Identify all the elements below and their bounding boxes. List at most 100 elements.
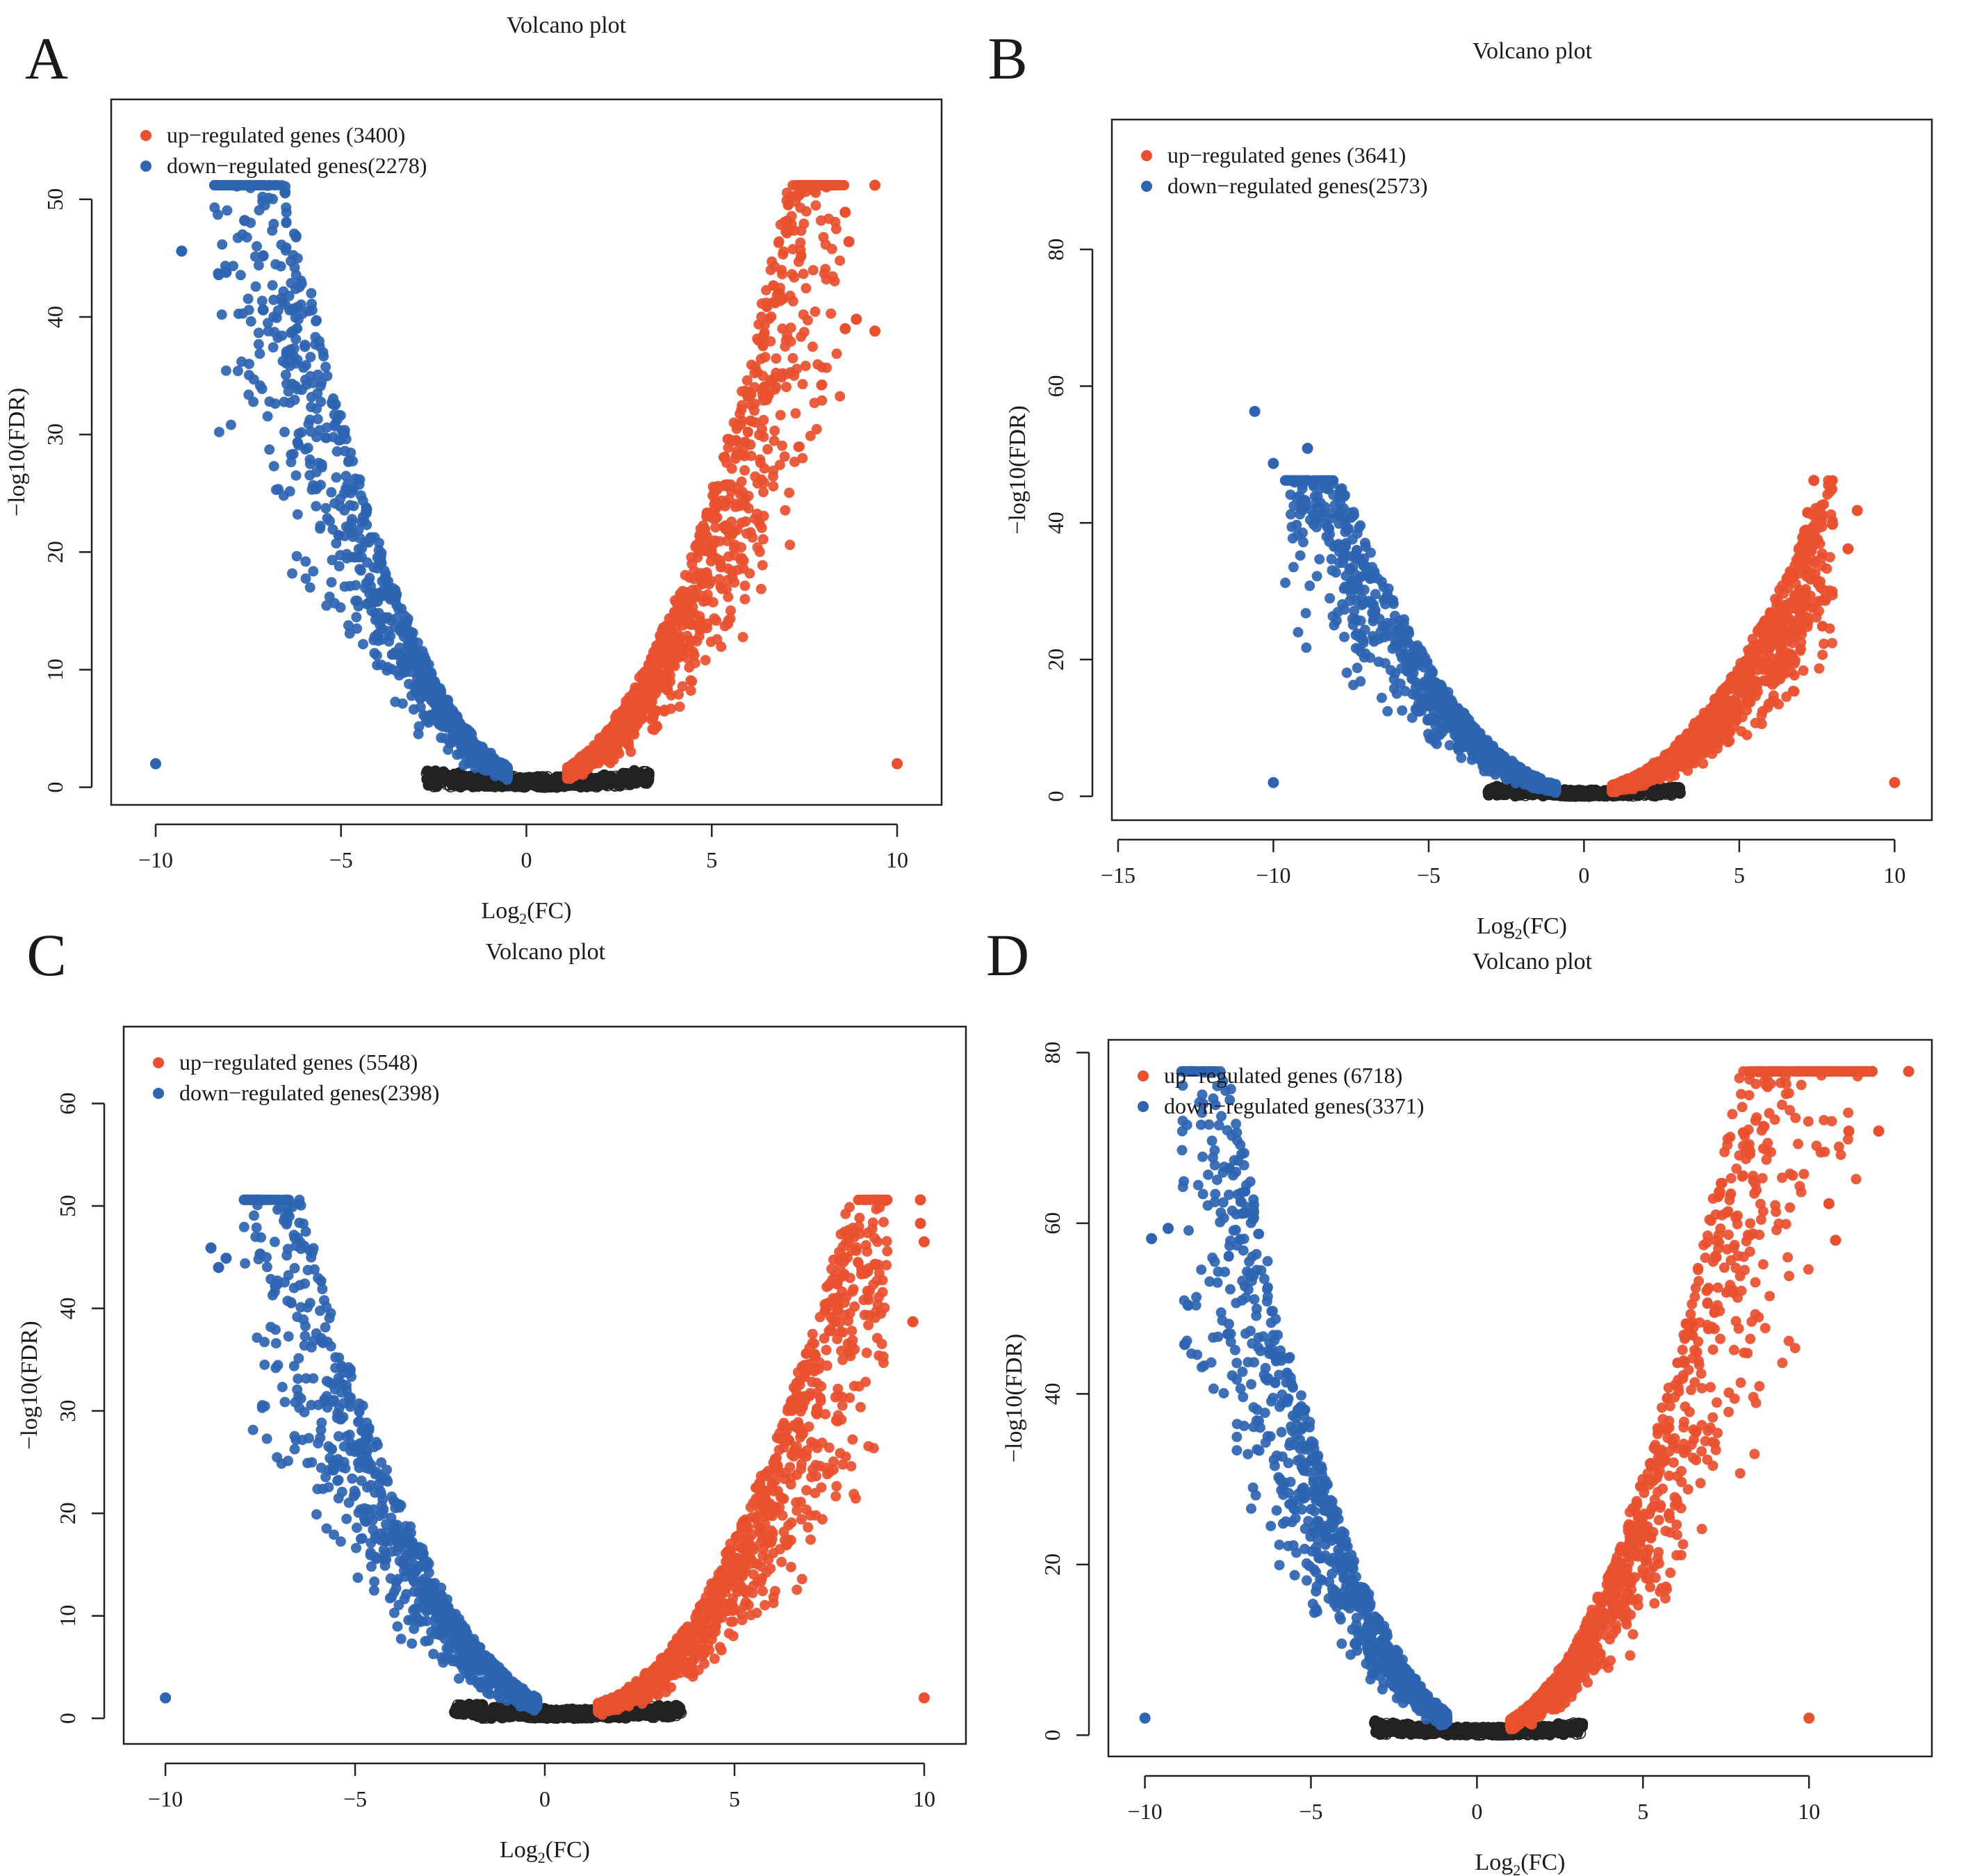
up-point <box>1785 566 1796 577</box>
up-point <box>1723 737 1734 748</box>
down-point <box>268 342 279 353</box>
up-point <box>689 592 700 603</box>
up-point <box>789 457 800 467</box>
panel-b: B Volcano plot−15 −10 −5 0 5 10Log2(FC)0204060… <box>987 25 1933 943</box>
up-point <box>735 449 746 460</box>
up-point <box>757 424 767 434</box>
down-point <box>329 400 341 411</box>
up-point <box>726 463 737 474</box>
up-point <box>1808 555 1819 566</box>
up-point <box>1821 563 1832 574</box>
down-point <box>345 488 356 498</box>
up-point <box>698 520 709 531</box>
down-point <box>326 487 337 498</box>
down-point <box>344 628 355 639</box>
down-point <box>250 281 261 292</box>
up-point <box>739 580 751 592</box>
up-outlier-point <box>869 179 880 191</box>
up-point <box>607 741 618 752</box>
down-point <box>320 432 331 443</box>
down-point <box>413 657 424 668</box>
up-point <box>716 562 727 573</box>
up-point <box>715 581 726 592</box>
down-outlier-point <box>176 245 188 257</box>
up-point <box>821 362 832 373</box>
up-point <box>1778 651 1789 662</box>
down-point <box>315 521 326 532</box>
up-point <box>835 255 846 266</box>
up-point <box>689 649 700 660</box>
down-point <box>283 386 294 397</box>
up-point <box>668 612 679 622</box>
down-point <box>312 414 323 425</box>
up-point <box>719 452 730 463</box>
up-point <box>1812 574 1823 585</box>
up-point <box>657 625 668 636</box>
up-point <box>736 517 747 528</box>
down-point <box>428 698 439 709</box>
scatter-points <box>1249 405 1901 802</box>
up-point <box>810 306 821 317</box>
up-point <box>1800 567 1811 578</box>
up-point <box>563 767 573 778</box>
x-tick-label: −5 <box>329 847 353 872</box>
up-point <box>735 555 746 566</box>
up-point <box>737 632 748 643</box>
up-point <box>1823 480 1834 491</box>
ns-point <box>473 774 485 786</box>
down-point <box>334 530 345 541</box>
up-point <box>721 535 732 546</box>
up-point <box>771 353 782 364</box>
down-point <box>264 180 275 190</box>
up-point <box>754 546 765 557</box>
up-point <box>1807 601 1817 612</box>
down-point <box>404 678 414 690</box>
up-point <box>1627 778 1638 789</box>
up-point <box>768 481 779 492</box>
x-tick-label: 5 <box>706 847 717 872</box>
down-point <box>413 728 424 740</box>
up-point <box>757 534 769 545</box>
down-point <box>354 474 366 485</box>
plot-frame <box>1110 118 1933 822</box>
up-point <box>1809 531 1820 542</box>
down-point <box>324 592 335 603</box>
down-point <box>292 437 303 448</box>
down-point <box>382 662 393 673</box>
down-point <box>306 288 317 299</box>
up-point <box>1780 662 1791 674</box>
down-point <box>425 667 436 678</box>
down-point <box>437 721 448 732</box>
ns-point <box>455 771 468 783</box>
up-point <box>1763 647 1774 658</box>
down-point <box>361 578 372 589</box>
down-point <box>372 614 384 625</box>
down-point <box>300 573 311 584</box>
y-tick-label: 30 <box>42 423 67 446</box>
down-point <box>379 573 391 584</box>
down-point <box>331 472 342 483</box>
down-outlier-point <box>257 250 269 261</box>
down-point <box>357 495 368 506</box>
down-point <box>395 657 407 668</box>
up-point <box>674 701 685 712</box>
panel-letter: A <box>25 25 68 92</box>
down-point <box>294 282 305 293</box>
up-point <box>637 674 648 685</box>
ns-point <box>623 774 636 786</box>
up-point <box>697 623 708 634</box>
up-point <box>758 414 769 425</box>
up-point <box>787 352 798 364</box>
up-point <box>737 416 748 427</box>
down-point <box>286 256 296 267</box>
up-point <box>766 311 777 323</box>
down-point <box>300 556 311 567</box>
up-point <box>1799 554 1810 565</box>
down-point <box>268 294 279 305</box>
down-point <box>292 509 303 520</box>
up-point <box>723 551 734 562</box>
down-point <box>306 391 317 402</box>
up-point <box>1819 638 1829 649</box>
down-point <box>329 498 341 509</box>
down-point <box>225 419 236 430</box>
